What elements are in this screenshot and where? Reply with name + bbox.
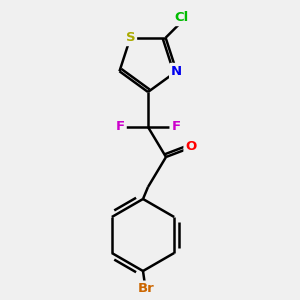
Text: S: S bbox=[126, 31, 135, 44]
Text: O: O bbox=[185, 140, 197, 154]
Text: N: N bbox=[171, 65, 182, 78]
Text: Br: Br bbox=[138, 283, 154, 296]
Text: Cl: Cl bbox=[175, 11, 189, 24]
Text: F: F bbox=[171, 121, 181, 134]
Text: F: F bbox=[116, 121, 124, 134]
